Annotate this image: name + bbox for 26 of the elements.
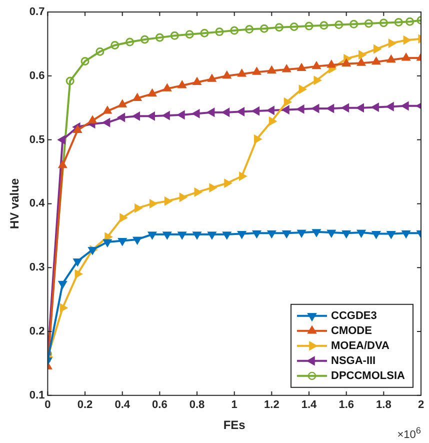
y-tick-label: 0.6	[29, 70, 45, 82]
x-tick-label: 0	[44, 399, 51, 412]
legend-label: CCGDE3	[331, 310, 377, 322]
x-tick-label: 1.8	[376, 399, 392, 412]
x-tick-label: 0.4	[114, 399, 131, 412]
x-tick-label: 2	[418, 399, 424, 412]
x-tick-label: 0.2	[77, 399, 93, 412]
y-tick-label: 0.1	[29, 389, 45, 402]
x-tick-label: 0.8	[189, 399, 205, 412]
legend-label: CMODE	[331, 324, 372, 337]
legend-label: MOEA/DVA	[331, 340, 390, 352]
legend-label: NSGA-III	[331, 354, 376, 367]
x-tick-label: 0.6	[152, 399, 168, 412]
legend-label: DPCCMOLSIA	[331, 370, 405, 382]
y-tick-label: 0.2	[29, 326, 45, 338]
y-tick-label: 0.4	[29, 198, 46, 210]
y-axis-title: HV value	[8, 178, 22, 230]
y-tick-label: 0.7	[29, 6, 45, 18]
y-tick-label: 0.5	[29, 134, 45, 146]
y-tick-label: 0.3	[29, 262, 45, 274]
x-axis-title: FEs	[223, 418, 246, 432]
x-tick-label: 1.2	[264, 399, 280, 412]
x-tick-label: 1.6	[338, 399, 354, 412]
text: ×10$^{6}$	[397, 425, 421, 441]
x-tick-label: 1	[231, 399, 238, 412]
x-tick-label: 1.4	[301, 399, 318, 412]
